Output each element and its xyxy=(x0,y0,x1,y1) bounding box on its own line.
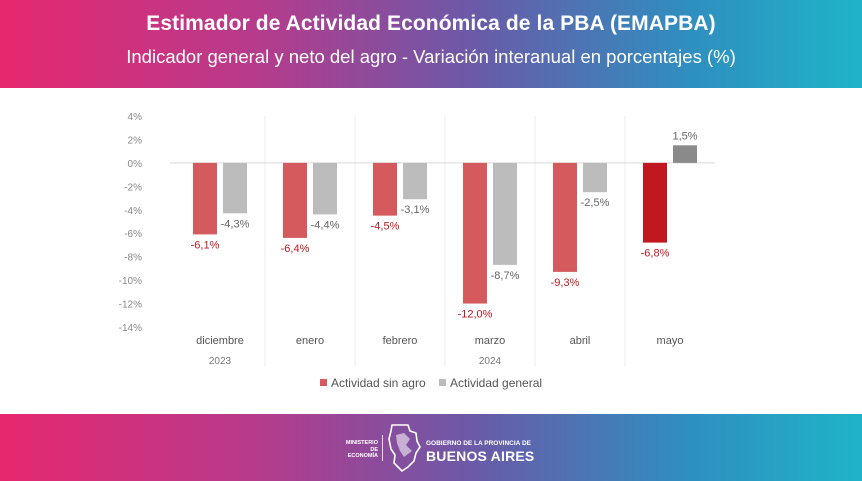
y-tick-label: 0% xyxy=(128,159,143,170)
x-tick-label: abril xyxy=(570,335,591,347)
data-label: -4,5% xyxy=(371,221,400,233)
bar-sin-agro xyxy=(373,162,397,216)
legend-label-sin-agro: Actividad sin agro xyxy=(330,376,426,390)
y-tick-label: -10% xyxy=(119,276,142,287)
legend-item-general: Actividad general xyxy=(439,376,542,390)
footer-band xyxy=(0,414,862,481)
y-tick-label: -14% xyxy=(119,323,142,334)
legend-label-general: Actividad general xyxy=(450,376,543,390)
government-logo: MINISTERIO DE ECONOMÍA GOBIERNO DE LA PR… xyxy=(338,421,538,475)
bar-general xyxy=(403,162,427,200)
x-tick-label: diciembre xyxy=(196,335,244,347)
x-tick-label: marzo xyxy=(475,335,506,347)
y-tick-label: 4% xyxy=(128,112,143,123)
year-group-label: 2024 xyxy=(479,356,502,367)
data-label: -4,4% xyxy=(311,219,340,231)
bar-general xyxy=(313,162,337,215)
bar-sin-agro xyxy=(193,162,217,235)
y-tick-label: -4% xyxy=(124,206,142,217)
province-map-icon xyxy=(388,424,421,472)
data-label: -4,3% xyxy=(221,218,250,230)
bar-general xyxy=(673,145,697,163)
chart-title: Estimador de Actividad Económica de la P… xyxy=(146,12,716,35)
bar-general xyxy=(493,162,517,265)
y-tick-label: -2% xyxy=(124,182,142,193)
gov-subtitle: GOBIERNO DE LA PROVINCIA DE xyxy=(426,440,531,447)
legend-swatch-general xyxy=(439,379,446,386)
x-tick-label: febrero xyxy=(383,335,418,347)
bar-sin-agro xyxy=(643,162,667,243)
data-label: -3,1% xyxy=(401,204,430,216)
data-label: -9,3% xyxy=(551,277,580,289)
year-group-label: 2023 xyxy=(209,356,232,367)
data-label: -6,1% xyxy=(191,239,220,251)
y-tick-label: -8% xyxy=(124,253,142,264)
data-label: -6,4% xyxy=(281,243,310,255)
data-label: -6,8% xyxy=(641,248,670,260)
legend-swatch-sin-agro xyxy=(319,379,327,386)
header-band xyxy=(0,0,862,88)
legend-item-sin-agro: Actividad sin agro xyxy=(319,376,426,390)
data-label: 1,5% xyxy=(672,130,697,142)
data-label: -2,5% xyxy=(581,197,610,209)
bar-general xyxy=(223,162,247,214)
y-tick-label: -12% xyxy=(119,300,142,311)
bar-sin-agro xyxy=(463,162,487,304)
chart-legend: Actividad sin agro Actividad general xyxy=(0,376,862,390)
data-label: -8,7% xyxy=(491,270,520,282)
x-tick-label: enero xyxy=(296,335,324,347)
y-tick-label: -6% xyxy=(124,229,142,240)
chart-subtitle: Indicador general y neto del agro - Vari… xyxy=(126,46,736,67)
bar-sin-agro xyxy=(553,162,577,272)
y-tick-label: 2% xyxy=(128,135,143,146)
data-label: -12,0% xyxy=(458,309,493,321)
ministry-label: MINISTERIO DE ECONOMÍA xyxy=(345,440,378,459)
logo-divider xyxy=(382,435,383,461)
bar-chart: 4% 2% 0% -2% -4% -6% -8% -10% -12% -14% -6,1%-4,3%… xyxy=(119,112,715,367)
x-tick-label: mayo xyxy=(657,335,684,347)
gov-name: BUENOS AIRES xyxy=(426,448,535,464)
bar-sin-agro xyxy=(283,162,307,238)
bar-general xyxy=(583,162,607,193)
